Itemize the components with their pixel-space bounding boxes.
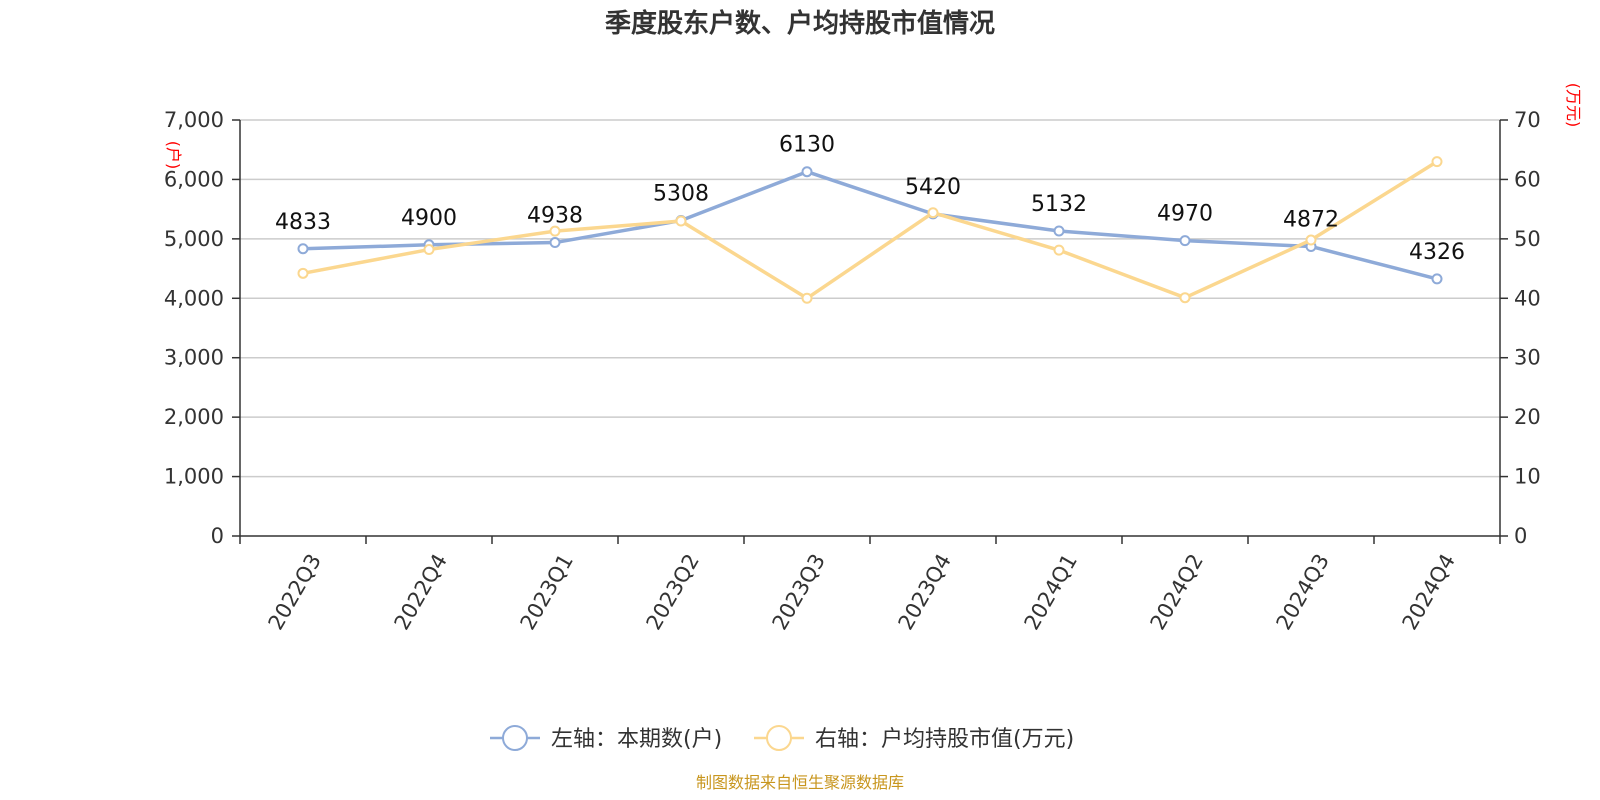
x-axis-tick-label: 2023Q3: [768, 550, 830, 634]
data-point: [549, 225, 561, 237]
data-point: [549, 237, 561, 249]
data-label: 5420: [905, 175, 961, 200]
data-label: 6130: [779, 133, 835, 158]
left-axis-tick-label: 7,000: [164, 108, 224, 132]
left-axis-tick-label: 4,000: [164, 286, 224, 310]
right-axis-unit: (万元): [1564, 83, 1583, 128]
data-point: [801, 166, 813, 178]
x-axis-tick-label: 2024Q4: [1398, 550, 1460, 634]
left-axis-tick-label: 0: [211, 524, 224, 548]
data-point: [1431, 273, 1443, 285]
legend-marker-icon: [766, 725, 792, 751]
x-axis-tick-label: 2022Q3: [264, 550, 326, 634]
data-label: 5308: [653, 182, 709, 207]
x-axis-tick-label: 2023Q1: [516, 550, 578, 634]
right-axis-tick-label: 60: [1514, 167, 1541, 191]
left-axis-tick-label: 6,000: [164, 167, 224, 191]
right-axis-tick-label: 0: [1514, 524, 1527, 548]
legend: 左轴：本期数(户) 右轴：户均持股市值(万元): [490, 725, 1074, 752]
right-axis-tick-label: 50: [1514, 227, 1541, 251]
data-label: 4970: [1157, 202, 1213, 227]
labels-layer: 4833 4900 4938 5308 6130 5420 5132 4970 4872 4326: [275, 133, 1465, 265]
data-label: 4900: [401, 206, 457, 231]
data-point: [927, 207, 939, 219]
data-point: [423, 244, 435, 256]
legend-marker-icon: [502, 725, 528, 751]
right-axis-tick-label: 20: [1514, 405, 1541, 429]
grid-layer: [240, 119, 1500, 478]
data-point: [1179, 235, 1191, 247]
data-point: [1431, 156, 1443, 168]
x-axis-tick-label: 2024Q2: [1146, 550, 1208, 634]
series-line-shareholders: [302, 169, 1438, 281]
legend-label: 右轴：户均持股市值(万元): [815, 727, 1074, 752]
x-axis-tick-label: 2024Q3: [1272, 550, 1334, 634]
x-axis-tick-label: 2023Q2: [642, 550, 704, 634]
data-point: [1053, 244, 1065, 256]
chart-title: 季度股东户数、户均持股市值情况: [605, 8, 995, 39]
right-axis-tick-label: 10: [1514, 465, 1541, 489]
left-axis-tick-label: 2,000: [164, 405, 224, 429]
data-point: [675, 215, 687, 227]
right-axis-tick-label: 40: [1514, 286, 1541, 310]
source-text: 制图数据来自恒生聚源数据库: [696, 773, 904, 792]
data-point: [297, 267, 309, 279]
legend-label: 左轴：本期数(户): [551, 727, 722, 752]
data-point: [801, 292, 813, 304]
right-axis-tick-label: 30: [1514, 346, 1541, 370]
left-axis-tick-label: 5,000: [164, 227, 224, 251]
left-axis-tick-label: 3,000: [164, 346, 224, 370]
right-axis-tick-label: 70: [1514, 108, 1541, 132]
data-label: 5132: [1031, 192, 1087, 217]
left-axis-unit: (户): [164, 141, 183, 170]
series-line-market-value: [302, 160, 1438, 301]
x-axis-tick-label: 2023Q4: [894, 550, 956, 634]
series-layer: [297, 156, 1443, 304]
data-point: [1053, 225, 1065, 237]
data-label: 4938: [527, 204, 583, 229]
data-label: 4872: [1283, 207, 1339, 232]
x-axis-tick-label: 2022Q4: [390, 550, 452, 634]
data-label: 4326: [1409, 240, 1465, 265]
data-point: [1305, 234, 1317, 246]
x-axis-tick-label: 2024Q1: [1020, 550, 1082, 634]
data-point: [297, 243, 309, 255]
data-point: [1179, 292, 1191, 304]
left-axis-tick-label: 1,000: [164, 465, 224, 489]
data-label: 4833: [275, 210, 331, 235]
